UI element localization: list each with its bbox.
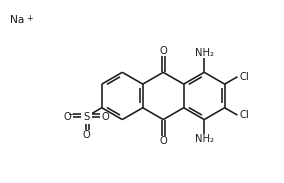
Text: −: − (67, 109, 74, 118)
Text: NH₂: NH₂ (195, 48, 214, 57)
Text: O: O (64, 112, 72, 122)
Text: Cl: Cl (239, 72, 249, 82)
Text: O: O (82, 130, 90, 141)
Text: Cl: Cl (239, 110, 249, 120)
Text: S: S (83, 112, 89, 122)
Text: NH₂: NH₂ (195, 134, 214, 144)
Text: O: O (101, 112, 109, 122)
Text: +: + (26, 14, 32, 23)
Text: O: O (159, 46, 167, 56)
Text: O: O (159, 136, 167, 146)
Text: Na: Na (10, 15, 24, 25)
